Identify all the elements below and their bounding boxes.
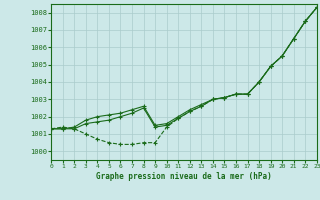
X-axis label: Graphe pression niveau de la mer (hPa): Graphe pression niveau de la mer (hPa) [96,172,272,181]
